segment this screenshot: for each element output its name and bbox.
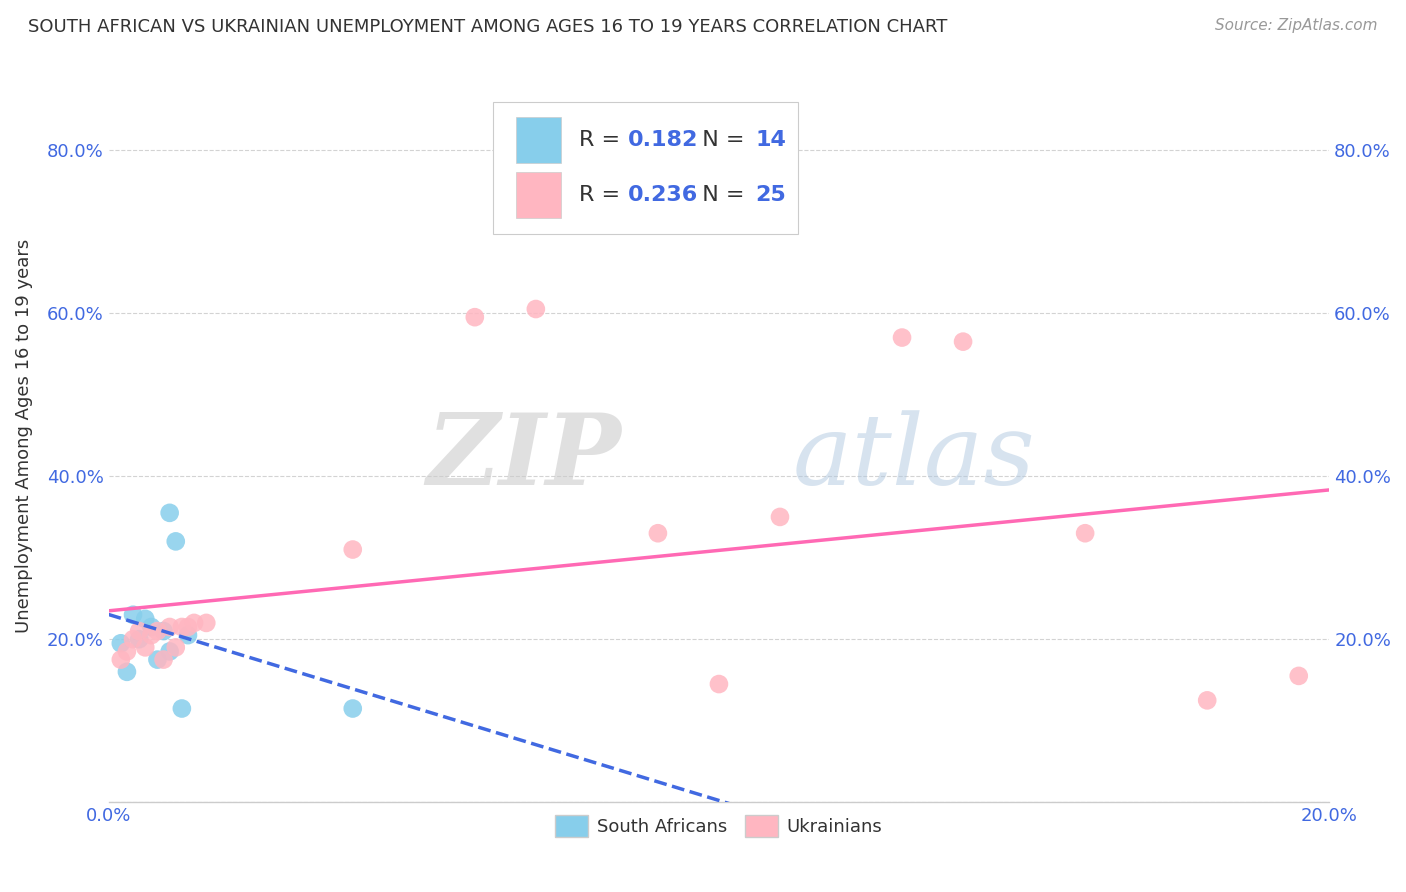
Point xyxy=(134,612,156,626)
Point xyxy=(952,334,974,349)
Text: 0.182: 0.182 xyxy=(627,130,697,150)
Point xyxy=(342,701,364,715)
Point xyxy=(183,615,205,630)
Point xyxy=(115,665,138,679)
Point xyxy=(891,330,914,344)
Point xyxy=(115,644,138,658)
Text: 14: 14 xyxy=(755,130,786,150)
Point xyxy=(146,652,169,666)
FancyBboxPatch shape xyxy=(516,118,561,163)
Text: R =: R = xyxy=(579,130,627,150)
Point xyxy=(110,636,132,650)
Text: atlas: atlas xyxy=(792,409,1035,505)
Point xyxy=(146,624,169,638)
Point xyxy=(647,526,669,541)
Point xyxy=(152,652,174,666)
Point xyxy=(707,677,730,691)
Point xyxy=(165,640,187,655)
Point xyxy=(152,624,174,638)
Point xyxy=(159,620,181,634)
FancyBboxPatch shape xyxy=(516,172,561,218)
Point xyxy=(110,652,132,666)
FancyBboxPatch shape xyxy=(494,102,799,234)
Text: N =: N = xyxy=(689,185,752,205)
Point xyxy=(1288,669,1310,683)
Point xyxy=(342,542,364,557)
Text: SOUTH AFRICAN VS UKRAINIAN UNEMPLOYMENT AMONG AGES 16 TO 19 YEARS CORRELATION CH: SOUTH AFRICAN VS UKRAINIAN UNEMPLOYMENT … xyxy=(28,18,948,36)
Point xyxy=(122,632,145,647)
Text: Source: ZipAtlas.com: Source: ZipAtlas.com xyxy=(1215,18,1378,33)
Point xyxy=(141,628,163,642)
Text: 25: 25 xyxy=(755,185,786,205)
Point xyxy=(122,607,145,622)
Point xyxy=(177,620,200,634)
Point xyxy=(524,301,547,316)
Point xyxy=(769,510,792,524)
Point xyxy=(170,701,193,715)
Point xyxy=(128,632,150,647)
Text: 0.236: 0.236 xyxy=(627,185,697,205)
Point xyxy=(165,534,187,549)
Text: N =: N = xyxy=(689,130,752,150)
Point xyxy=(159,506,181,520)
Point xyxy=(170,620,193,634)
Point xyxy=(464,310,486,325)
Legend: South Africans, Ukrainians: South Africans, Ukrainians xyxy=(548,808,890,845)
Point xyxy=(1197,693,1219,707)
Point xyxy=(134,640,156,655)
Point xyxy=(141,620,163,634)
Y-axis label: Unemployment Among Ages 16 to 19 years: Unemployment Among Ages 16 to 19 years xyxy=(15,238,32,632)
Point xyxy=(128,624,150,638)
Text: R =: R = xyxy=(579,185,627,205)
Point xyxy=(195,615,218,630)
Point xyxy=(1074,526,1097,541)
Text: ZIP: ZIP xyxy=(426,409,621,506)
Point xyxy=(177,628,200,642)
Point xyxy=(159,644,181,658)
